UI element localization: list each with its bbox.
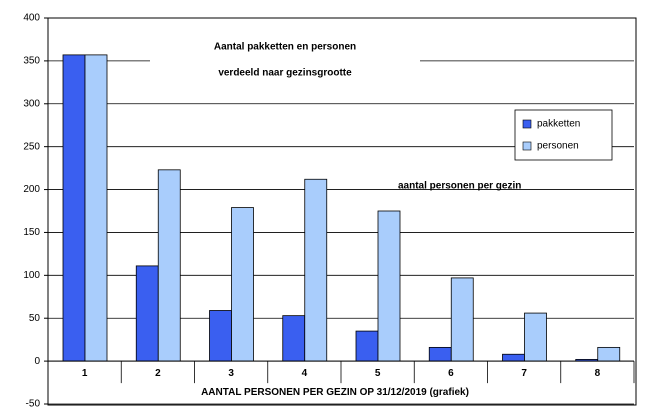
y-tick-label: 100 [23,270,40,281]
bar [502,353,525,362]
bar [304,178,328,362]
bar [209,310,232,362]
x-tick-label: 5 [375,368,381,379]
legend-label: personen [537,141,579,152]
y-tick-label: 150 [23,227,40,238]
x-axis-label: AANTAL PERSONEN PER GEZIN OP 31/12/2019 … [201,387,469,398]
legend-box [514,109,613,161]
chart-title: verdeeld naar gezinsgrootte [218,68,352,79]
x-tick-label: 6 [448,368,454,379]
bar [450,277,474,362]
legend-swatch [522,119,532,129]
y-tick-label: 400 [23,13,40,24]
x-tick-label: 8 [595,368,601,379]
bar [377,210,401,362]
bar [84,54,108,362]
x-tick-label: 7 [521,368,527,379]
x-tick-label: 3 [228,368,234,379]
bar [62,54,86,362]
bar [428,346,452,362]
x-tick-label: 4 [302,368,308,379]
bar [157,169,181,362]
bar [524,312,547,362]
legend-label: pakketten [537,119,580,130]
y-tick-label: -50 [26,399,41,409]
y-tick-label: 350 [23,56,40,67]
legend-swatch [522,141,532,151]
bar [231,207,254,362]
y-tick-label: 250 [23,141,40,152]
bar [355,330,379,362]
x-tick-label: 1 [82,368,88,379]
bar [597,346,621,362]
y-tick-label: 50 [29,313,41,324]
y-tick-label: 0 [34,356,40,367]
bar [282,315,306,362]
y-tick-label: 200 [23,184,40,195]
annotation: aantal personen per gezin [398,181,521,192]
bar [135,265,159,362]
y-tick-label: 300 [23,98,40,109]
title-box [150,31,420,89]
chart-title: Aantal pakketten en personen [214,42,356,53]
x-tick-label: 2 [155,368,161,379]
